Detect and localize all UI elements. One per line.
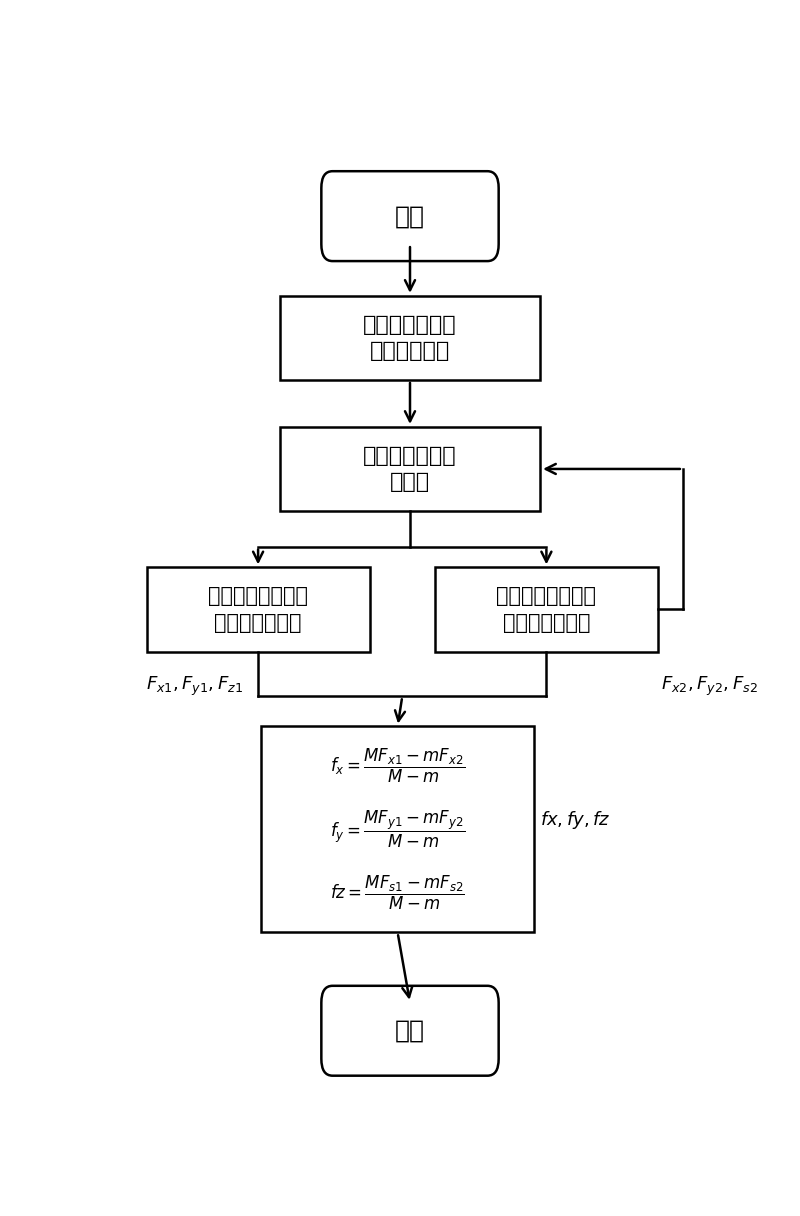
FancyBboxPatch shape	[322, 986, 498, 1076]
Bar	[435, 567, 658, 652]
Text: $fz=\dfrac{MF_{s1}-mF_{s2}}{M-m}$: $fz=\dfrac{MF_{s1}-mF_{s2}}{M-m}$	[330, 874, 465, 912]
Text: 爬工作: 爬工作	[390, 472, 430, 492]
Text: 测量力信息采集: 测量力信息采集	[214, 613, 302, 632]
Bar	[146, 567, 370, 652]
Text: $f_x=\dfrac{MF_{x1}-mF_{x2}}{M-m}$: $f_x=\dfrac{MF_{x1}-mF_{x2}}{M-m}$	[330, 747, 466, 784]
FancyBboxPatch shape	[322, 171, 498, 261]
Text: 开始: 开始	[395, 204, 425, 229]
Text: $f_y=\dfrac{MF_{y1}-mF_{y2}}{M-m}$: $f_y=\dfrac{MF_{y1}-mF_{y2}}{M-m}$	[330, 809, 466, 850]
Bar	[280, 295, 540, 379]
Text: $F_{x2},F_{y2},F_{s2}$: $F_{x2},F_{y2},F_{s2}$	[661, 675, 758, 698]
Text: 结束: 结束	[395, 1019, 425, 1043]
Text: 第二三维力传感器: 第二三维力传感器	[496, 586, 596, 607]
Text: 三维力传感器: 三维力传感器	[370, 340, 450, 361]
Bar	[280, 427, 540, 511]
Text: 测量力信息采集: 测量力信息采集	[502, 613, 590, 632]
Bar	[262, 726, 534, 933]
Text: 机械臂与机械手: 机械臂与机械手	[363, 446, 457, 466]
Text: $fx, fy, fz$: $fx, fy, fz$	[540, 809, 610, 831]
Text: $F_{x1},F_{y1},F_{z1}$: $F_{x1},F_{y1},F_{z1}$	[146, 675, 243, 698]
Text: 开启第一、第二: 开启第一、第二	[363, 315, 457, 334]
Text: 第一三维力传感器: 第一三维力传感器	[208, 586, 308, 607]
